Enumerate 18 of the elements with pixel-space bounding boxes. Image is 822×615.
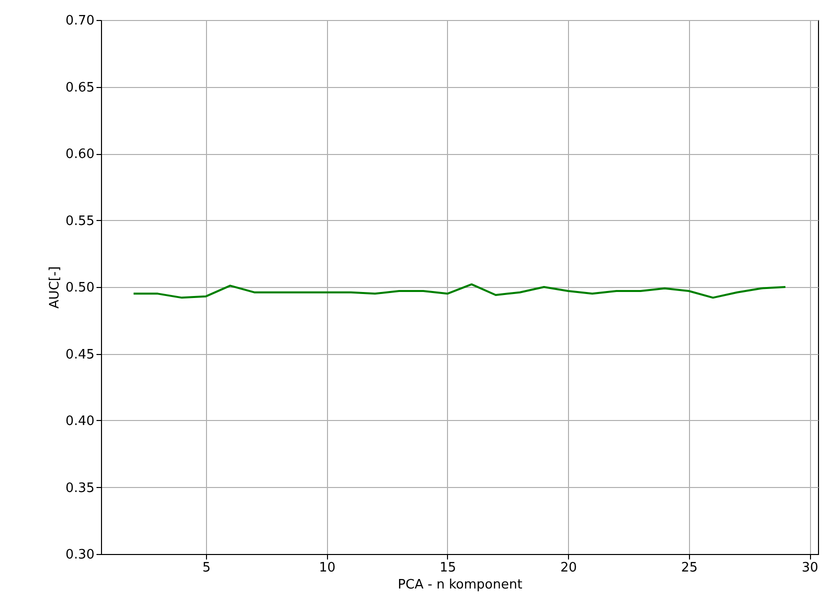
y-tick-label: 0.30: [66, 548, 94, 562]
y-axis-title: AUC[-]: [48, 266, 63, 309]
line-series: [132, 283, 786, 299]
x-axis-title: PCA - n komponent: [398, 578, 522, 592]
y-tick-label: 0.70: [66, 14, 94, 28]
y-tick-label: 0.60: [66, 147, 94, 162]
y-tick-label: 0.40: [66, 414, 94, 429]
y-tick-label: 0.50: [66, 280, 94, 296]
x-tick-label: 30: [802, 560, 818, 576]
x-tick-label: 25: [681, 560, 698, 576]
x-tick-label: 5: [202, 560, 211, 576]
y-tick-label: 0.55: [66, 214, 94, 229]
x-tick-label: 10: [318, 560, 336, 576]
y-tick-label: 0.65: [66, 80, 94, 96]
x-tick-label: 15: [440, 560, 456, 576]
x-tick-label: 20: [560, 560, 577, 576]
y-tick-label: 0.35: [66, 480, 94, 496]
y-tick-label: 0.45: [66, 347, 94, 362]
